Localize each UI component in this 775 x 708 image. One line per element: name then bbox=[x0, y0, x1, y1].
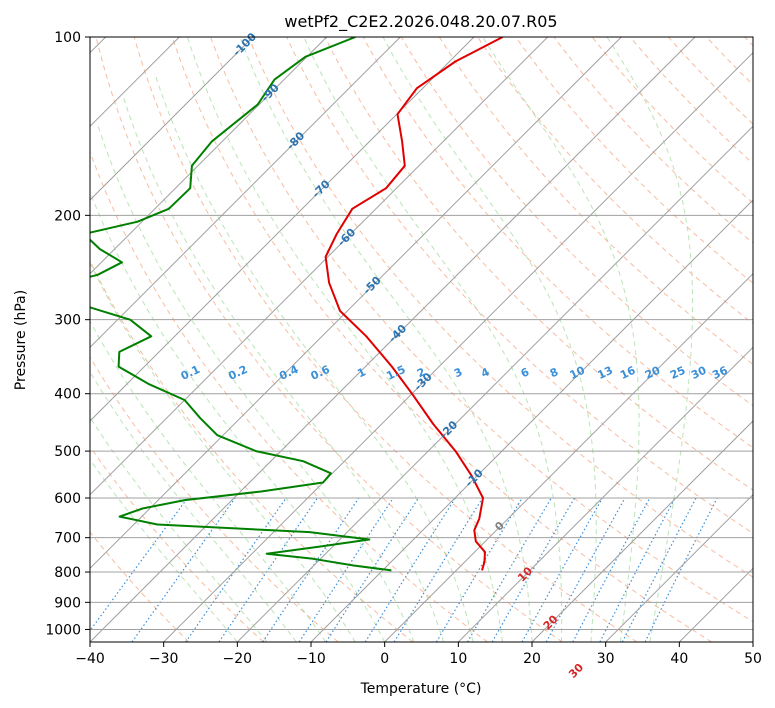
isotherm-line bbox=[90, 37, 696, 642]
y-tick-label: 500 bbox=[54, 444, 81, 460]
temperature-profile-line bbox=[324, 37, 504, 571]
mixing-ratio-line bbox=[364, 497, 456, 642]
dry-adiabat-line bbox=[90, 531, 190, 642]
dry-adiabat-line bbox=[248, 37, 753, 578]
mixing-ratio-line bbox=[572, 497, 651, 642]
moist-adiabat-line bbox=[90, 261, 356, 642]
y-tick-label: 300 bbox=[54, 313, 81, 329]
isotherm-line bbox=[90, 37, 549, 496]
y-tick-label: 900 bbox=[54, 595, 81, 611]
x-tick-label: 20 bbox=[523, 651, 541, 667]
isotherm-line bbox=[90, 37, 254, 201]
mixing-ratio-line bbox=[545, 497, 626, 642]
mixing-ratio-label: 30 bbox=[689, 364, 709, 382]
y-axis-label: Pressure (hPa) bbox=[13, 290, 29, 390]
x-tick-label: −20 bbox=[223, 651, 253, 667]
y-tick-label: 100 bbox=[54, 30, 81, 46]
dry-adiabat-line bbox=[95, 37, 563, 642]
y-tick-label: 700 bbox=[54, 531, 81, 547]
x-tick-label: 0 bbox=[380, 651, 389, 667]
x-tick-label: −30 bbox=[149, 651, 179, 667]
isotherm-line bbox=[163, 51, 753, 642]
isotherm-line bbox=[310, 199, 753, 642]
x-tick-label: 40 bbox=[670, 651, 688, 667]
mixing-ratio-line bbox=[435, 497, 523, 642]
mixing-ratio-label: 16 bbox=[618, 364, 638, 382]
isotherm-line bbox=[90, 37, 401, 349]
chart-title: wetPf2_C2E2.2026.048.20.07.R05 bbox=[284, 12, 557, 32]
isotherm-line bbox=[531, 420, 753, 642]
moist-adiabat-line bbox=[90, 416, 268, 642]
x-tick-label: 10 bbox=[449, 651, 467, 667]
isotherm-line bbox=[457, 346, 753, 642]
isotherm-line bbox=[90, 37, 328, 275]
x-tick-label: 30 bbox=[597, 651, 615, 667]
moist-adiabat-line bbox=[96, 123, 415, 642]
y-tick-label: 600 bbox=[54, 491, 81, 507]
dry-adiabat-line bbox=[171, 37, 712, 642]
mixing-ratio-label: 36 bbox=[710, 364, 730, 382]
isotherm-line bbox=[384, 272, 753, 642]
tick-layer: −40 −30 −20 −10 0 10 20 30 40 50 100 200 300 400 500 60… bbox=[45, 30, 762, 667]
series-layer bbox=[90, 37, 504, 572]
dry-adiabat-line bbox=[210, 37, 753, 623]
isotherm-line bbox=[605, 493, 753, 642]
mixing-ratio-label: 13 bbox=[596, 364, 615, 382]
mixing-ratio-line bbox=[262, 497, 360, 642]
x-tick-label: 50 bbox=[744, 651, 762, 667]
dewpoint-profile-line bbox=[90, 37, 392, 572]
mixing-ratio-label: 20 bbox=[643, 364, 663, 382]
dry-adiabat-line bbox=[90, 445, 264, 642]
mixing-ratio-line bbox=[90, 497, 189, 632]
moist-adiabat-line bbox=[239, 37, 533, 642]
y-tick-label: 200 bbox=[54, 208, 81, 224]
dry-adiabat-line bbox=[438, 37, 753, 366]
dry-adiabat-line bbox=[400, 37, 753, 407]
dry-adiabat-line bbox=[133, 37, 638, 642]
y-tick-label: 1000 bbox=[45, 622, 81, 638]
mixing-ratio-line bbox=[131, 497, 236, 642]
moist-adiabat-line bbox=[606, 37, 694, 642]
mixing-ratio-line bbox=[621, 497, 697, 642]
y-tick-label: 400 bbox=[54, 387, 81, 403]
mixing-ratio-label: 10 bbox=[568, 364, 588, 382]
y-tick-label: 800 bbox=[54, 565, 81, 581]
moist-adiabat-line bbox=[187, 37, 503, 642]
mixing-ratio-line bbox=[599, 497, 676, 642]
isotherm-line bbox=[90, 37, 622, 570]
isotherm-line bbox=[236, 125, 753, 642]
mixing-ratio-label: 25 bbox=[668, 364, 687, 382]
x-tick-label: −40 bbox=[75, 651, 105, 667]
dry-adiabat-line bbox=[515, 37, 753, 284]
moist-adiabat-line bbox=[382, 37, 597, 642]
plot-frame bbox=[89, 36, 754, 643]
moist-adiabat-line bbox=[482, 37, 640, 642]
moist-adiabat-line bbox=[90, 458, 238, 642]
moist-adiabat-line bbox=[90, 320, 327, 642]
moist-adiabat-line bbox=[90, 370, 297, 642]
isotherm-line bbox=[90, 37, 475, 422]
moist-adiabat-line bbox=[154, 72, 474, 642]
grid-layer bbox=[90, 37, 753, 642]
moist-adiabat-line bbox=[122, 94, 445, 642]
mixing-ratio-line bbox=[644, 497, 718, 642]
mixing-ratio-line bbox=[393, 497, 484, 642]
x-axis-label: Temperature (°C) bbox=[360, 681, 482, 697]
moist-adiabat-line bbox=[303, 37, 563, 642]
x-tick-label: −10 bbox=[296, 651, 326, 667]
dry-adiabat-line bbox=[90, 150, 488, 642]
dry-adiabat-line bbox=[90, 356, 339, 642]
